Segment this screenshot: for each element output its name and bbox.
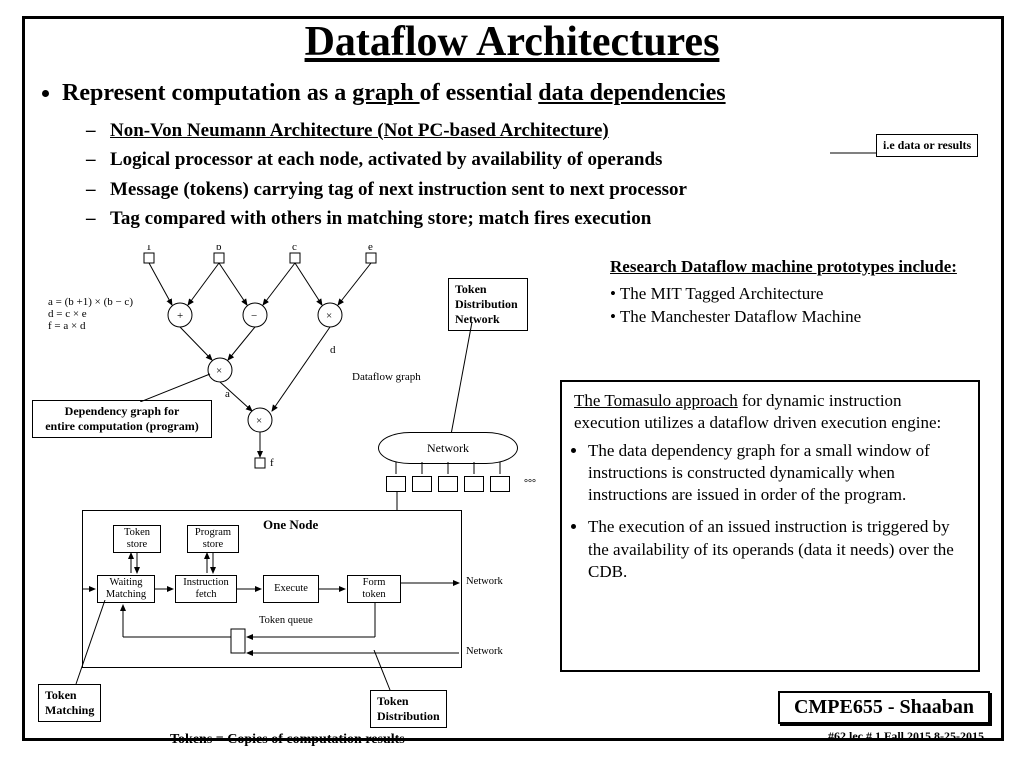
research-heading: Research Dataflow machine prototypes inc… <box>610 256 970 279</box>
callout-token-distribution: Token Distribution <box>370 690 447 728</box>
svg-text:f: f <box>270 457 274 469</box>
bullet-list: Represent computation as a graph of esse… <box>40 78 960 234</box>
research-section: Research Dataflow machine prototypes inc… <box>610 256 970 329</box>
tokens-copies-label: Tokens = Copies of computation results <box>170 732 405 748</box>
main-bullet-u1: graph <box>352 80 419 106</box>
svg-text:+: + <box>177 310 183 322</box>
tomasulo-lead-u: The Tomasulo approach <box>574 391 738 410</box>
dep-graph-line <box>140 372 220 402</box>
main-bullet: Represent computation as a graph of esse… <box>62 78 960 234</box>
tomasulo-box: The Tomasulo approach for dynamic instru… <box>560 380 980 672</box>
callout-dependency-graph-text: Dependency graph for entire computation … <box>39 404 205 434</box>
sub-bullet-list: Non-Von Neumann Architecture (Not PC-bas… <box>62 116 960 234</box>
tdn-line <box>448 322 488 442</box>
pe-box-1 <box>412 476 432 492</box>
pe-box-3 <box>464 476 484 492</box>
pe-box-0 <box>386 476 406 492</box>
token-queue-label: Token queue <box>259 615 313 626</box>
callout-ie-line <box>830 148 880 158</box>
svg-text:×: × <box>326 310 332 322</box>
svg-text:1: 1 <box>146 245 152 253</box>
pe-dots: °°° <box>524 478 536 489</box>
network-label-2: Network <box>466 646 503 657</box>
sub-bullet-3: Tag compared with others in matching sto… <box>110 204 960 233</box>
one-node-wires <box>83 511 463 669</box>
svg-text:×: × <box>256 415 262 427</box>
research-item-1: The Manchester Dataflow Machine <box>620 307 861 326</box>
pe-to-node-line <box>395 492 399 512</box>
footer-course: CMPE655 - Shaaban <box>778 691 990 724</box>
svg-text:b: b <box>216 245 222 253</box>
research-item-0: The MIT Tagged Architecture <box>620 284 824 303</box>
token-matching-line <box>70 600 110 686</box>
network-label-1: Network <box>466 576 503 587</box>
sub-bullet-0-text: Non-Von Neumann Architecture (Not PC-bas… <box>110 120 609 141</box>
token-distribution-line <box>370 650 410 692</box>
main-bullet-u2: data dependencies <box>538 80 725 106</box>
slide-title: Dataflow Architectures <box>0 18 1024 66</box>
svg-text:d: d <box>330 344 336 356</box>
svg-text:−: − <box>251 310 257 322</box>
sub-bullet-0: Non-Von Neumann Architecture (Not PC-bas… <box>110 116 960 145</box>
main-bullet-mid: of essential <box>420 80 539 106</box>
research-items: • The MIT Tagged Architecture • The Manc… <box>610 283 970 329</box>
pe-box-4 <box>490 476 510 492</box>
pe-box-2 <box>438 476 458 492</box>
network-oval: Network <box>378 432 518 464</box>
main-bullet-pre: Represent computation as a <box>62 80 352 106</box>
callout-token-matching: Token Matching <box>38 684 101 722</box>
callout-dependency-graph: Dependency graph for entire computation … <box>32 400 212 438</box>
one-node-box: One Node Token store Program store Waiti… <box>82 510 462 668</box>
tomasulo-item-1: The execution of an issued instruction i… <box>588 516 966 582</box>
footer-meta: #62 lec # 1 Fall 2015 8-25-2015 <box>828 729 984 744</box>
svg-text:Dataflow graph: Dataflow graph <box>352 371 421 383</box>
svg-text:c: c <box>292 245 297 253</box>
callout-ie-data: i.e data or results <box>876 134 978 157</box>
svg-text:e: e <box>368 245 373 253</box>
sub-bullet-2: Message (tokens) carrying tag of next in… <box>110 175 960 204</box>
tomasulo-item-0: The data dependency graph for a small wi… <box>588 440 966 506</box>
